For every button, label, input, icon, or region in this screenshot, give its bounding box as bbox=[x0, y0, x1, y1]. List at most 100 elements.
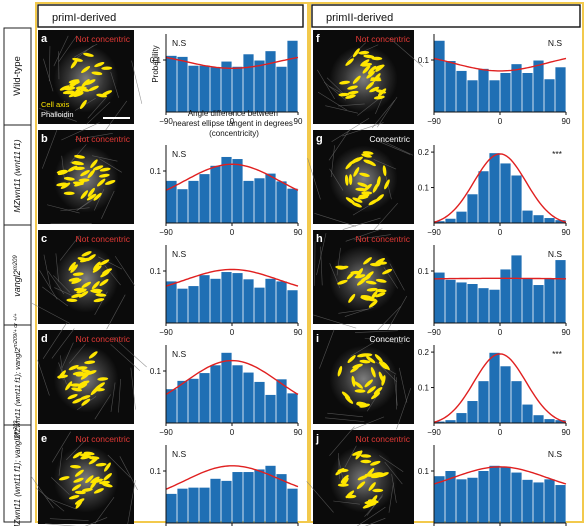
histogram-bar bbox=[511, 473, 521, 523]
histogram-bar bbox=[287, 290, 297, 323]
panel-letter: e bbox=[41, 433, 47, 445]
fit-curve bbox=[434, 154, 566, 222]
row-label-vangl2: vangl2m209 bbox=[12, 255, 22, 297]
histogram-bar bbox=[276, 181, 286, 223]
y-tick-label: 0.1 bbox=[150, 167, 162, 176]
histogram-bar bbox=[199, 275, 209, 323]
histogram-bar bbox=[232, 273, 242, 323]
concentricity-status: Not concentric bbox=[76, 234, 131, 244]
histogram-bar bbox=[544, 419, 554, 423]
x-tick-label: 90 bbox=[562, 428, 571, 437]
histogram-bar bbox=[166, 56, 176, 112]
panel-letter: c bbox=[41, 233, 47, 245]
histogram-bar bbox=[232, 365, 242, 423]
significance-label: N.S bbox=[172, 149, 187, 159]
panel-letter: h bbox=[316, 233, 323, 245]
x-tick-label: 0 bbox=[230, 228, 235, 237]
histogram-bar bbox=[456, 212, 466, 223]
x-tick-label: 90 bbox=[294, 428, 303, 437]
histogram-bar bbox=[489, 80, 499, 112]
x-tick-label: −90 bbox=[159, 228, 173, 237]
x-tick-label: 0 bbox=[498, 328, 503, 337]
x-tick-label: 0 bbox=[230, 328, 235, 337]
concentricity-status: Not concentric bbox=[356, 434, 411, 444]
concentricity-status: Not concentric bbox=[356, 34, 411, 44]
y-tick-label: 0.1 bbox=[418, 56, 430, 65]
panel-letter: b bbox=[41, 133, 48, 145]
significance-label: N.S bbox=[172, 449, 187, 459]
histogram-bar bbox=[287, 41, 297, 112]
histogram-bar bbox=[500, 269, 510, 323]
histogram-bar bbox=[522, 73, 532, 112]
histogram-bar bbox=[243, 472, 253, 523]
histogram-bar bbox=[166, 494, 176, 523]
histogram-bar bbox=[221, 62, 231, 112]
x-tick-label: 90 bbox=[562, 328, 571, 337]
histogram-bar bbox=[177, 381, 187, 423]
histogram-bar bbox=[265, 51, 275, 112]
histogram-bar bbox=[166, 281, 176, 323]
histogram-bar bbox=[467, 284, 477, 323]
histogram-bar bbox=[533, 285, 543, 323]
histogram-bar bbox=[489, 353, 499, 423]
histogram-bar bbox=[511, 381, 521, 423]
significance-label: *** bbox=[552, 349, 563, 359]
histogram-bar bbox=[177, 189, 187, 223]
histogram-bar bbox=[210, 365, 220, 423]
y-tick-label: 0.1 bbox=[418, 467, 430, 476]
histogram-bar bbox=[177, 289, 187, 323]
histogram-bar bbox=[221, 481, 231, 523]
histogram-bar bbox=[188, 286, 198, 323]
histogram-bar bbox=[199, 488, 209, 523]
panel-letter: f bbox=[316, 33, 320, 45]
significance-label: N.S bbox=[548, 249, 563, 259]
histogram-bar bbox=[177, 489, 187, 523]
histogram-bar bbox=[188, 66, 198, 112]
histogram-bar bbox=[254, 469, 264, 523]
fit-curve bbox=[434, 354, 566, 422]
histogram-bar bbox=[243, 54, 253, 112]
significance-label: N.S bbox=[172, 349, 187, 359]
histogram-bar bbox=[434, 273, 444, 323]
histogram-bar bbox=[511, 64, 521, 112]
significance-label: N.S bbox=[172, 38, 187, 48]
histogram-bar bbox=[254, 382, 264, 423]
legend-phalloidin: Phalloidin bbox=[41, 110, 74, 119]
histogram-bar bbox=[265, 395, 275, 423]
histogram-bar bbox=[467, 478, 477, 523]
histogram-bar bbox=[287, 189, 297, 223]
y-tick-label: 0.1 bbox=[418, 184, 430, 193]
histogram-bar bbox=[489, 153, 499, 223]
x-tick-label: −90 bbox=[427, 117, 441, 126]
histogram-bar bbox=[500, 366, 510, 423]
histogram-bar bbox=[221, 272, 231, 323]
panel-letter: a bbox=[41, 33, 48, 45]
column-header-primI: primI-derived bbox=[52, 12, 116, 24]
histogram-bar bbox=[533, 415, 543, 423]
histogram-bar bbox=[210, 166, 220, 223]
histogram-bar bbox=[210, 479, 220, 523]
histogram-bar bbox=[522, 211, 532, 223]
histogram-bar bbox=[544, 479, 554, 523]
histogram-bar bbox=[243, 279, 253, 323]
concentricity-status: Not concentric bbox=[76, 34, 131, 44]
histogram-bar bbox=[456, 71, 466, 112]
x-tick-label: 90 bbox=[562, 117, 571, 126]
column-header-primII: primII-derived bbox=[326, 12, 393, 24]
histogram-bar bbox=[232, 472, 242, 523]
histogram-bar bbox=[489, 290, 499, 323]
y-tick-label: 0.1 bbox=[418, 384, 430, 393]
y-tick-label: 0.1 bbox=[418, 267, 430, 276]
significance-label: N.S bbox=[548, 38, 563, 48]
row-label-wild-type: Wild-type bbox=[12, 56, 23, 96]
y-tick-label: 0.2 bbox=[418, 148, 430, 157]
y-axis-label: Probability bbox=[151, 45, 160, 82]
histogram-bar bbox=[243, 373, 253, 423]
x-tick-label: 0 bbox=[498, 228, 503, 237]
histogram-bar bbox=[188, 488, 198, 523]
histogram-bar bbox=[478, 69, 488, 112]
histogram-bar bbox=[287, 393, 297, 423]
histogram-bar bbox=[199, 174, 209, 223]
histogram-bar bbox=[522, 279, 532, 323]
